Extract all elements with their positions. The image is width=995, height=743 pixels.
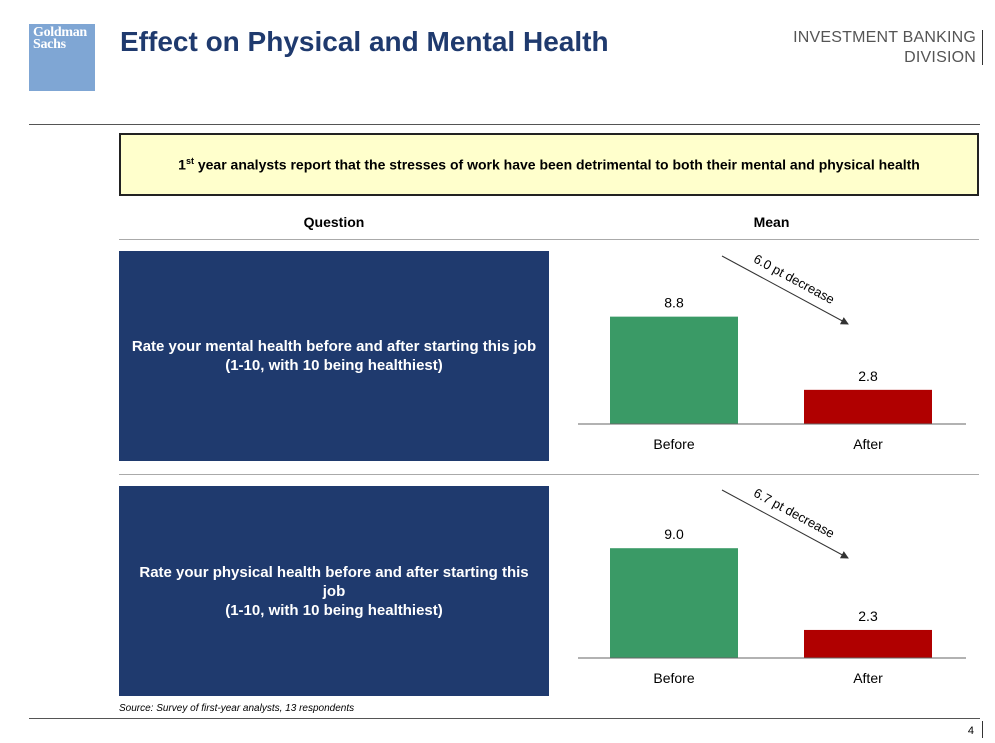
- decrease-arrow: [721, 255, 849, 325]
- page-number-divider: [982, 721, 983, 738]
- question-column-header: Question: [303, 214, 365, 230]
- question-box-mental: Rate your mental health before and after…: [119, 251, 549, 461]
- mean-column-header: Mean: [753, 214, 790, 230]
- question-text-physical: Rate your physical health before and aft…: [139, 563, 529, 619]
- question-text-mental: Rate your mental health before and after…: [131, 338, 537, 374]
- bar-before: [610, 316, 738, 424]
- source-note: Source: Survey of first-year analysts, 1…: [119, 703, 355, 714]
- header-rule: [29, 124, 980, 125]
- value-label-after: 2.3: [858, 608, 878, 624]
- key-takeaway-callout: 1st year analysts report that the stress…: [119, 133, 979, 196]
- row-divider: [119, 474, 979, 475]
- division-line-2: DIVISION: [904, 49, 976, 66]
- division-divider: [982, 30, 983, 65]
- chart-physical-health: 9.0 Before 2.3 After 6.7 pt decrease: [578, 484, 968, 699]
- value-label-before: 9.0: [664, 526, 684, 542]
- category-label-after: After: [853, 436, 883, 452]
- value-label-before: 8.8: [664, 295, 684, 311]
- question-box-physical: Rate your physical health before and aft…: [119, 486, 549, 696]
- callout-text: 1st year analysts report that the stress…: [178, 156, 920, 173]
- bar-after: [804, 629, 932, 658]
- page-number: 4: [967, 725, 974, 737]
- bar-before: [610, 548, 738, 658]
- category-label-after: After: [853, 670, 883, 686]
- page-title: Effect on Physical and Mental Health: [120, 26, 609, 57]
- logo-text: Goldman Sachs: [33, 25, 87, 52]
- chart-mental-health: 8.8 Before 2.8 After 6.0 pt decrease: [578, 250, 968, 465]
- division-line-1: INVESTMENT BANKING: [793, 29, 976, 46]
- category-label-before: Before: [653, 436, 694, 452]
- bar-after: [804, 389, 932, 424]
- header-divider: [119, 239, 979, 240]
- value-label-after: 2.8: [858, 368, 878, 384]
- goldman-sachs-logo: Goldman Sachs: [29, 24, 95, 91]
- category-label-before: Before: [653, 670, 694, 686]
- footer-rule: [29, 718, 980, 719]
- decrease-arrow: [721, 489, 849, 559]
- division-label: INVESTMENT BANKING DIVISION: [793, 28, 976, 68]
